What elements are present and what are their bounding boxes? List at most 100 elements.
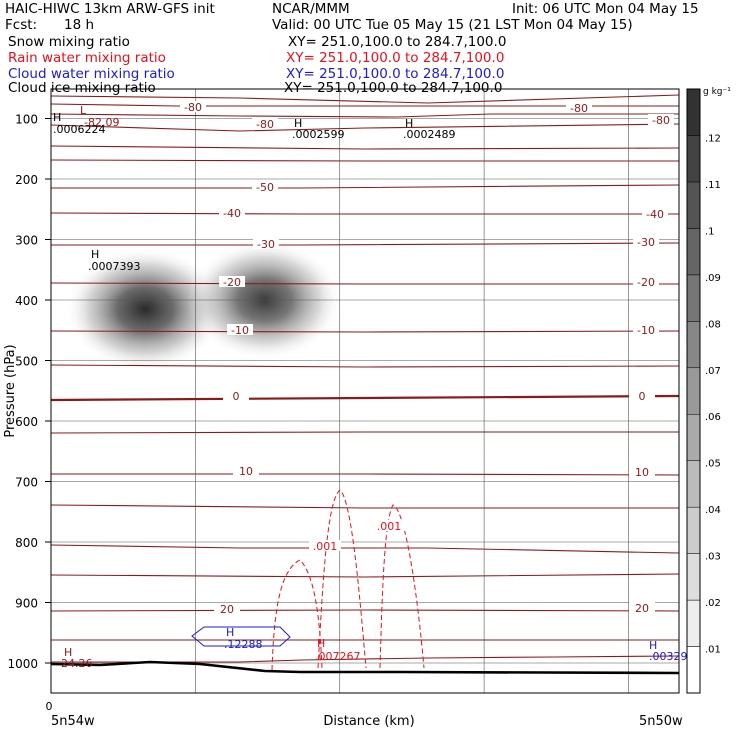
header-init: Init: 06 UTC Mon 04 May 15 bbox=[512, 1, 699, 17]
isotherm-label: -20 bbox=[637, 276, 655, 289]
isotherm-line bbox=[51, 431, 679, 434]
field-xy-cloud-ice: XY= 251.0,100.0 to 284.7,100.0 bbox=[284, 80, 503, 96]
header-fcst-value: 18 h bbox=[64, 17, 95, 33]
x-origin-label: 0 bbox=[46, 700, 53, 713]
isotherm-label-bg bbox=[252, 118, 278, 129]
isotherm-line bbox=[51, 504, 679, 509]
y-tick-label: 200 bbox=[15, 173, 38, 187]
colorbar-swatch bbox=[686, 228, 701, 276]
isotherm-line bbox=[51, 184, 679, 189]
rain-contour-label: .001 bbox=[313, 540, 338, 553]
header-center: NCAR/MMM bbox=[272, 1, 350, 17]
isotherm-line bbox=[51, 364, 679, 368]
annotation-value: .0002489 bbox=[403, 128, 456, 141]
temperature-isotherms bbox=[51, 94, 679, 663]
isotherm-line bbox=[51, 212, 679, 215]
colorbar-label: .1 bbox=[705, 226, 715, 237]
colorbar-label: .11 bbox=[705, 180, 721, 191]
y-tick-label: 300 bbox=[15, 234, 38, 248]
isotherm-line bbox=[51, 330, 679, 333]
field-xy-snow: XY= 251.0,100.0 to 284.7,100.0 bbox=[288, 34, 507, 50]
annotation-mark: H bbox=[91, 248, 99, 261]
annotation-mark: H bbox=[226, 626, 234, 639]
colorbar-label: .02 bbox=[705, 598, 721, 609]
isotherm-label: -20 bbox=[223, 276, 241, 289]
isotherm-line bbox=[51, 145, 679, 150]
isotherm-label: -40 bbox=[646, 208, 664, 221]
isotherm-label: -80 bbox=[256, 118, 274, 131]
axes: 100 200 300 400 500 600 700 800 900 1000 bbox=[7, 113, 51, 671]
isotherm-label: 10 bbox=[635, 466, 649, 479]
field-name-cloud-water: Cloud water mixing ratio bbox=[8, 66, 175, 82]
colorbar-swatch bbox=[686, 181, 701, 229]
colorbar-swatch bbox=[686, 274, 701, 322]
isotherm-label: 20 bbox=[635, 602, 649, 615]
cloud-water-closed-contour bbox=[191, 626, 291, 647]
terrain-profile bbox=[50, 660, 680, 675]
annotation-mark: L bbox=[80, 104, 87, 117]
isotherm-label-bg bbox=[633, 276, 659, 287]
y-tick-label: 700 bbox=[15, 476, 38, 490]
isotherm-line bbox=[51, 242, 679, 246]
colorbar-label: .03 bbox=[705, 552, 721, 563]
isotherm-label-bg bbox=[629, 602, 655, 613]
header-fcst-label: Fcst: bbox=[5, 17, 38, 33]
colorbar-label: .07 bbox=[705, 366, 721, 377]
isotherm-label-bg bbox=[214, 603, 240, 614]
y-tick-label: 100 bbox=[15, 113, 38, 127]
isotherm-label: 10 bbox=[239, 465, 253, 478]
annotation-mark: H bbox=[294, 117, 302, 130]
isotherm-label: 0 bbox=[233, 390, 240, 403]
field-name-cloud-ice: Cloud ice mixing ratio bbox=[8, 80, 156, 96]
isotherm-label-bg bbox=[223, 390, 249, 401]
colorbar-units: g kg⁻¹ bbox=[703, 87, 731, 97]
isotherm-label: -80 bbox=[184, 101, 202, 114]
isotherm-line bbox=[51, 159, 679, 162]
colorbar-label: .01 bbox=[705, 645, 721, 656]
annotation-mark: H bbox=[64, 646, 72, 659]
annotation-mark: H bbox=[405, 117, 413, 130]
isotherm-label-bg bbox=[219, 276, 245, 287]
plot-frame bbox=[50, 88, 680, 694]
isotherm-label: -10 bbox=[637, 324, 655, 337]
colorbar-label: .12 bbox=[705, 133, 721, 144]
field-xy-rain: XY= 251.0,100.0 to 284.7,100.0 bbox=[286, 50, 505, 66]
isotherm-line bbox=[51, 473, 679, 476]
rain-label-bg bbox=[373, 520, 405, 531]
y-tick-label: 600 bbox=[15, 415, 38, 429]
annotation-value: .12288 bbox=[224, 638, 263, 651]
annotation-value: 24.26 bbox=[61, 657, 93, 670]
annotation-value: .0007393 bbox=[88, 260, 141, 273]
isotherm-label-bg bbox=[633, 236, 659, 247]
rain-contour-label: .001 bbox=[377, 520, 402, 533]
colorbar-swatch bbox=[686, 321, 701, 369]
isotherm-label: -40 bbox=[223, 207, 241, 220]
isotherm-line bbox=[51, 282, 679, 285]
colorbar-label: .08 bbox=[705, 319, 721, 330]
isotherm-label-bg bbox=[219, 207, 245, 218]
field-name-snow: Snow mixing ratio bbox=[8, 34, 130, 50]
isotherm-label-bg bbox=[629, 466, 655, 477]
y-tick-label: 500 bbox=[15, 355, 38, 369]
colorbar-label: .04 bbox=[705, 505, 721, 516]
isotherm-label-bg bbox=[633, 324, 659, 335]
colorbar-swatch bbox=[686, 367, 701, 415]
field-name-rain: Rain water mixing ratio bbox=[8, 50, 166, 66]
colorbar-swatch bbox=[686, 413, 701, 461]
annotation-value: .00329 bbox=[649, 650, 688, 663]
y-tick-label: 800 bbox=[15, 536, 38, 550]
isotherm-line bbox=[51, 394, 679, 402]
colorbar-label: .05 bbox=[705, 459, 721, 470]
colorbar-swatch bbox=[686, 553, 701, 601]
isotherm-label-bg bbox=[252, 181, 278, 192]
rain-contour bbox=[271, 559, 323, 671]
isotherm-line bbox=[51, 609, 679, 612]
annotation-mark: H bbox=[317, 637, 325, 650]
colorbar-swatch bbox=[686, 646, 701, 694]
isotherm-label: -30 bbox=[637, 236, 655, 249]
annotation-value: .007267 bbox=[315, 650, 361, 663]
y-tick-label: 900 bbox=[15, 597, 38, 611]
x-left-label: 5n54w bbox=[51, 714, 95, 729]
colorbar-swatch bbox=[686, 135, 701, 183]
